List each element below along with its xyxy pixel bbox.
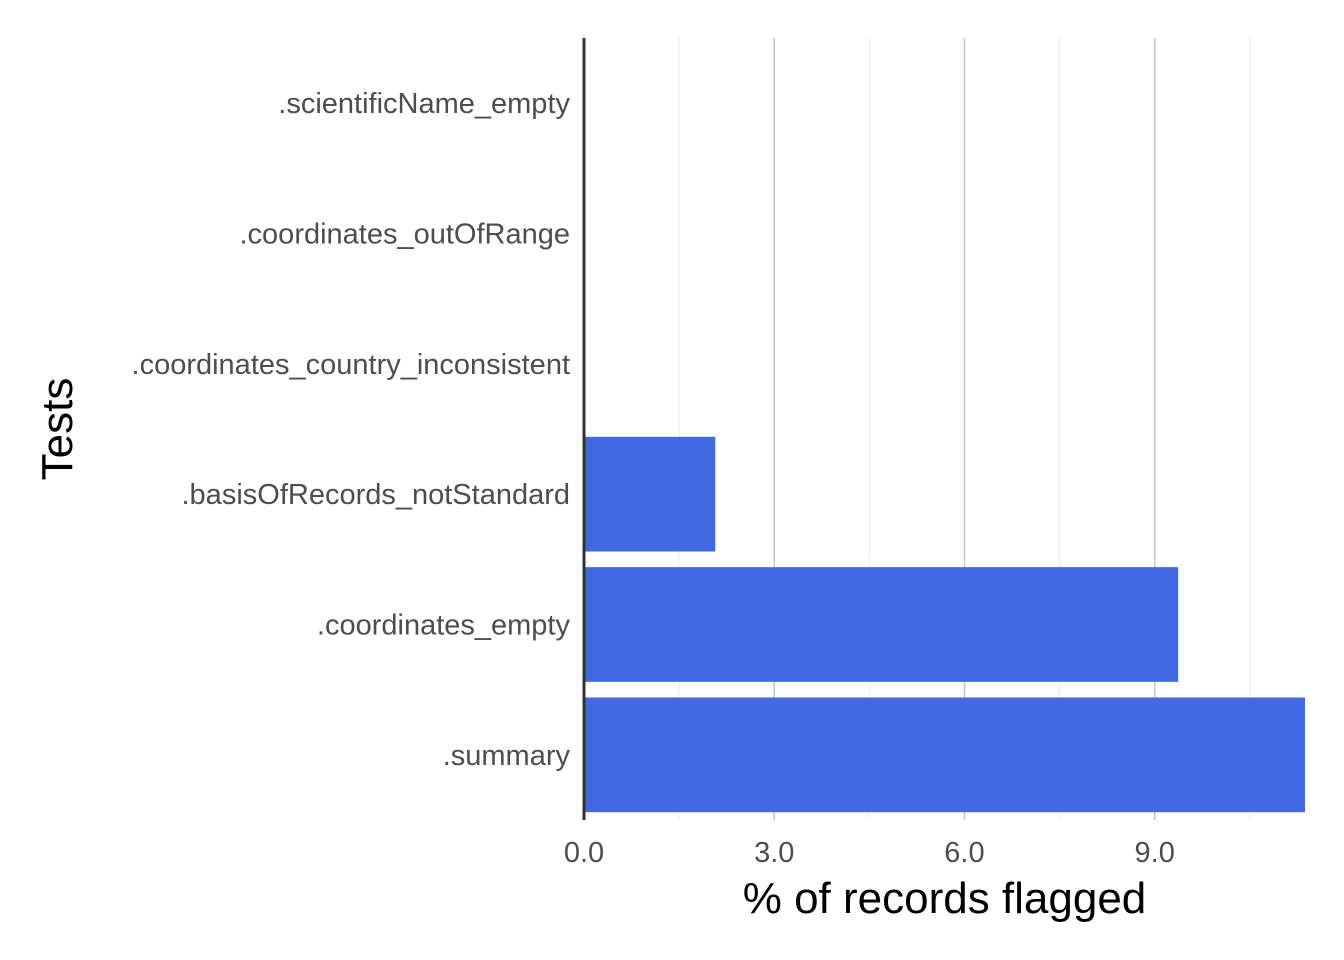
- x-tick-labels: 0.0 3.0 6.0 9.0: [564, 837, 1175, 869]
- bar: [584, 697, 1305, 813]
- y-tick-label: .basisOfRecords_notStandard: [182, 479, 571, 511]
- bar: [584, 436, 716, 552]
- y-tick-labels: .scientificName_empty .coordinates_outOfR…: [132, 88, 571, 772]
- y-tick-label: .scientificName_empty: [278, 88, 570, 120]
- y-tick-label: .coordinates_outOfRange: [240, 219, 571, 251]
- bar: [584, 567, 1179, 682]
- y-tick-label: .coordinates_empty: [317, 610, 571, 642]
- x-axis-title: % of records flagged: [743, 874, 1147, 923]
- x-tick-label: 9.0: [1135, 837, 1175, 869]
- grid-lines: [678, 38, 1251, 820]
- bars: [584, 436, 1305, 813]
- y-tick-label: .summary: [443, 740, 571, 772]
- y-axis-title: Tests: [33, 378, 82, 481]
- x-tick-label: 3.0: [754, 837, 794, 869]
- y-tick-label: .coordinates_country_inconsistent: [132, 349, 570, 381]
- x-tick-label: 0.0: [564, 837, 604, 869]
- x-tick-label: 6.0: [944, 837, 984, 869]
